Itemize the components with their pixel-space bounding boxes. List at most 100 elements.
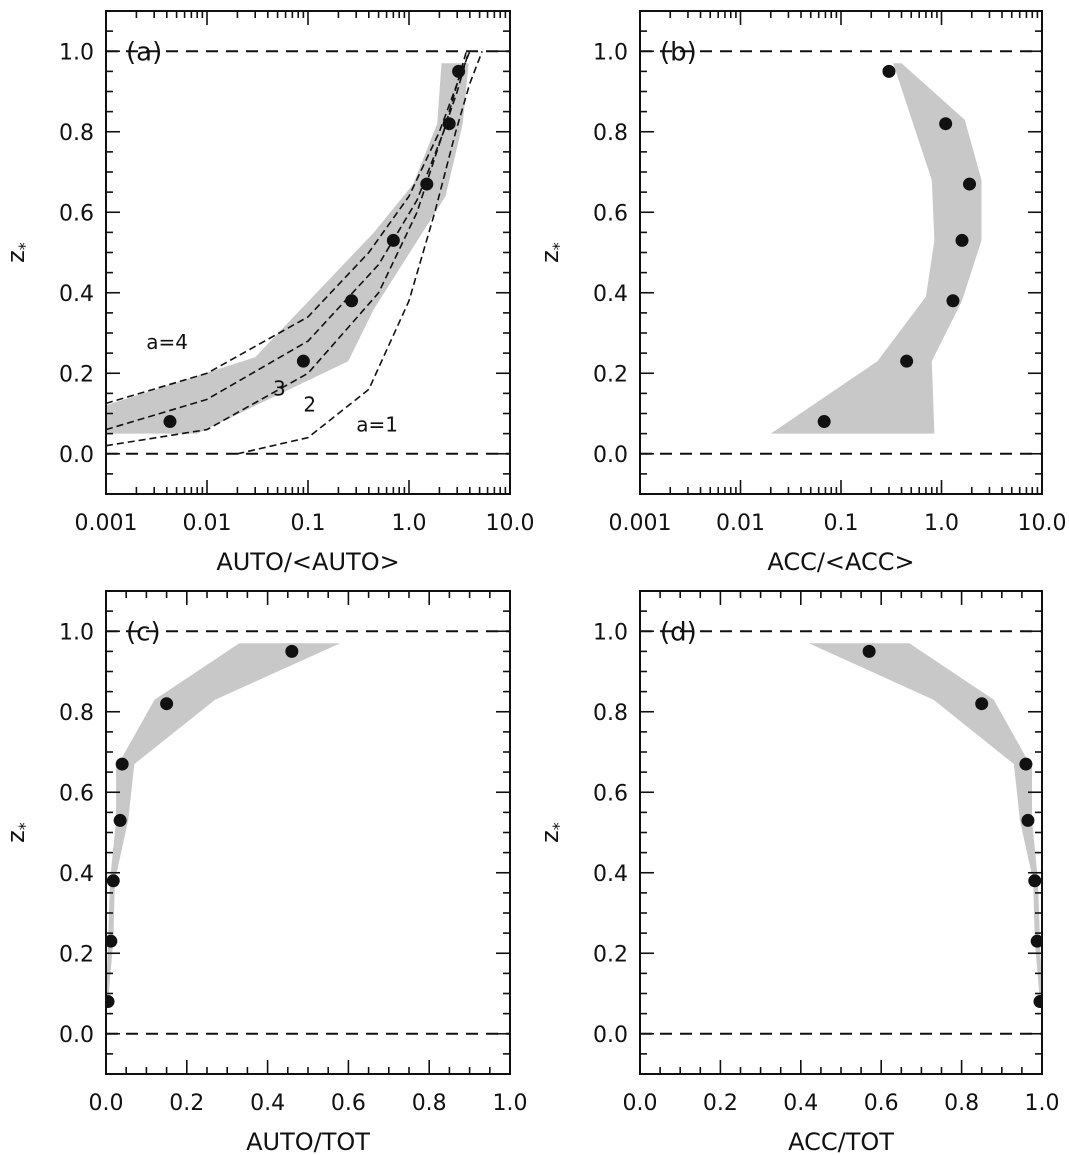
x-tick-label: 0.2 <box>169 1091 204 1116</box>
range-band <box>106 63 469 434</box>
y-tick-label: 0.0 <box>593 443 628 468</box>
x-tick-label: 0.0 <box>89 1091 124 1116</box>
y-tick-label: 1.0 <box>59 40 94 65</box>
y-tick-label: 0.8 <box>59 701 94 726</box>
x-tick-label: 10.0 <box>486 511 535 536</box>
x-tick-label: 0.01 <box>716 511 765 536</box>
y-tick-label: 0.4 <box>593 862 628 887</box>
y-tick-label: 0.2 <box>593 362 628 387</box>
x-axis-title: AUTO/TOT <box>246 1128 370 1155</box>
data-point <box>1021 813 1035 827</box>
y-axis-title: z* <box>2 242 34 263</box>
range-band <box>770 63 982 434</box>
x-tick-label: 0.001 <box>609 511 672 536</box>
data-point <box>975 697 989 711</box>
y-tick-label: 0.8 <box>593 701 628 726</box>
panel-a: 0.0 0.2 0.4 0.6 0.8 1.0 0.001 0.01 0.1 1.0 10.0 AUT… <box>2 10 535 576</box>
x-tick-label: 0.6 <box>864 1091 899 1116</box>
y-axis-subscript: * <box>549 822 568 830</box>
y-tick-label: 0.6 <box>593 201 628 226</box>
x-axis-title: ACC/TOT <box>788 1128 894 1155</box>
data-point <box>106 874 120 888</box>
x-tick-label: 0.01 <box>183 511 232 536</box>
panel-d: 0.0 0.2 0.4 0.6 0.8 1.0 0.0 0.2 0.4 0.6 0.8 1.0 ACC/… <box>536 590 1060 1155</box>
y-axis-title: z* <box>2 822 34 843</box>
y-tick-label: 1.0 <box>593 620 628 645</box>
panel-b: 0.0 0.2 0.4 0.6 0.8 1.0 0.001 0.01 0.1 1.0 10.0 ACC… <box>536 10 1067 576</box>
data-point <box>1030 934 1042 948</box>
x-tick-label: 1.0 <box>493 1091 528 1116</box>
x-tick-label: 0.4 <box>250 1091 285 1116</box>
curve-label: 3 <box>273 376 286 400</box>
data-point <box>420 177 434 191</box>
plot-area <box>640 630 1042 1035</box>
y-tick-label: 0.2 <box>593 942 628 967</box>
model-curve <box>237 51 483 455</box>
y-tick-label: 0.8 <box>59 121 94 146</box>
data-point <box>106 934 118 948</box>
data-point <box>1033 995 1042 1009</box>
data-point <box>939 117 953 131</box>
x-tick-label: 0.2 <box>703 1091 738 1116</box>
y-tick-label: 0.2 <box>59 942 94 967</box>
panel-c: 0.0 0.2 0.4 0.6 0.8 1.0 0.0 0.2 0.4 0.6 0.8 1.0 AUTO… <box>2 590 528 1155</box>
model-curve <box>106 51 471 405</box>
data-point <box>115 757 129 771</box>
plot-area <box>640 50 1042 455</box>
x-tick-label: 0.8 <box>944 1091 979 1116</box>
data-point <box>963 177 977 191</box>
x-tick-label: 10.0 <box>1018 511 1067 536</box>
y-axis-title: z* <box>536 242 568 263</box>
x-tick-label: 0.1 <box>824 511 859 536</box>
model-curve <box>106 51 470 447</box>
data-point <box>817 415 831 429</box>
axes-frame <box>105 590 511 1075</box>
plot-area <box>106 630 510 1035</box>
y-tick-label: 0.0 <box>593 1023 628 1048</box>
data-point <box>882 64 896 78</box>
x-tick-label: 0.4 <box>783 1091 818 1116</box>
data-point <box>113 813 127 827</box>
y-axis-title: z* <box>536 822 568 843</box>
y-tick-label: 0.4 <box>59 282 94 307</box>
y-tick-label: 0.0 <box>59 1023 94 1048</box>
y-axis-subscript: * <box>15 822 34 830</box>
y-tick-label: 0.6 <box>59 781 94 806</box>
y-tick-label: 0.8 <box>593 121 628 146</box>
x-tick-label: 0.001 <box>75 511 138 536</box>
y-tick-label: 1.0 <box>59 620 94 645</box>
x-tick-label: 1.0 <box>924 511 959 536</box>
range-band <box>808 643 1042 1002</box>
x-axis-title: AUTO/<AUTO> <box>216 548 399 576</box>
data-point <box>452 64 466 78</box>
x-tick-label: 0.1 <box>291 511 326 536</box>
data-point <box>386 233 400 247</box>
data-point <box>160 697 174 711</box>
range-band <box>106 643 341 1002</box>
x-tick-label: 0.6 <box>331 1091 366 1116</box>
y-axis-subscript: * <box>15 242 34 250</box>
axes-frame <box>639 590 1043 1075</box>
data-point <box>285 644 299 658</box>
curve-label: a=1 <box>356 413 398 437</box>
data-point <box>442 117 456 131</box>
y-tick-label: 0.4 <box>59 862 94 887</box>
panel-label: (c) <box>126 617 161 647</box>
panel-label: (b) <box>660 37 697 67</box>
x-tick-label: 0.0 <box>623 1091 658 1116</box>
curve-label: a=4 <box>146 330 188 354</box>
data-point <box>900 354 914 368</box>
y-tick-label: 0.6 <box>593 781 628 806</box>
panel-label: (d) <box>660 617 697 647</box>
x-tick-label: 1.0 <box>1025 1091 1060 1116</box>
y-axis-subscript: * <box>549 242 568 250</box>
model-curve <box>106 51 468 431</box>
y-tick-label: 0.4 <box>593 282 628 307</box>
data-point <box>345 294 359 308</box>
x-axis-title: ACC/<ACC> <box>767 548 914 576</box>
y-tick-label: 0.6 <box>59 201 94 226</box>
x-tick-label: 1.0 <box>392 511 427 536</box>
y-tick-label: 1.0 <box>593 40 628 65</box>
data-point <box>946 294 960 308</box>
